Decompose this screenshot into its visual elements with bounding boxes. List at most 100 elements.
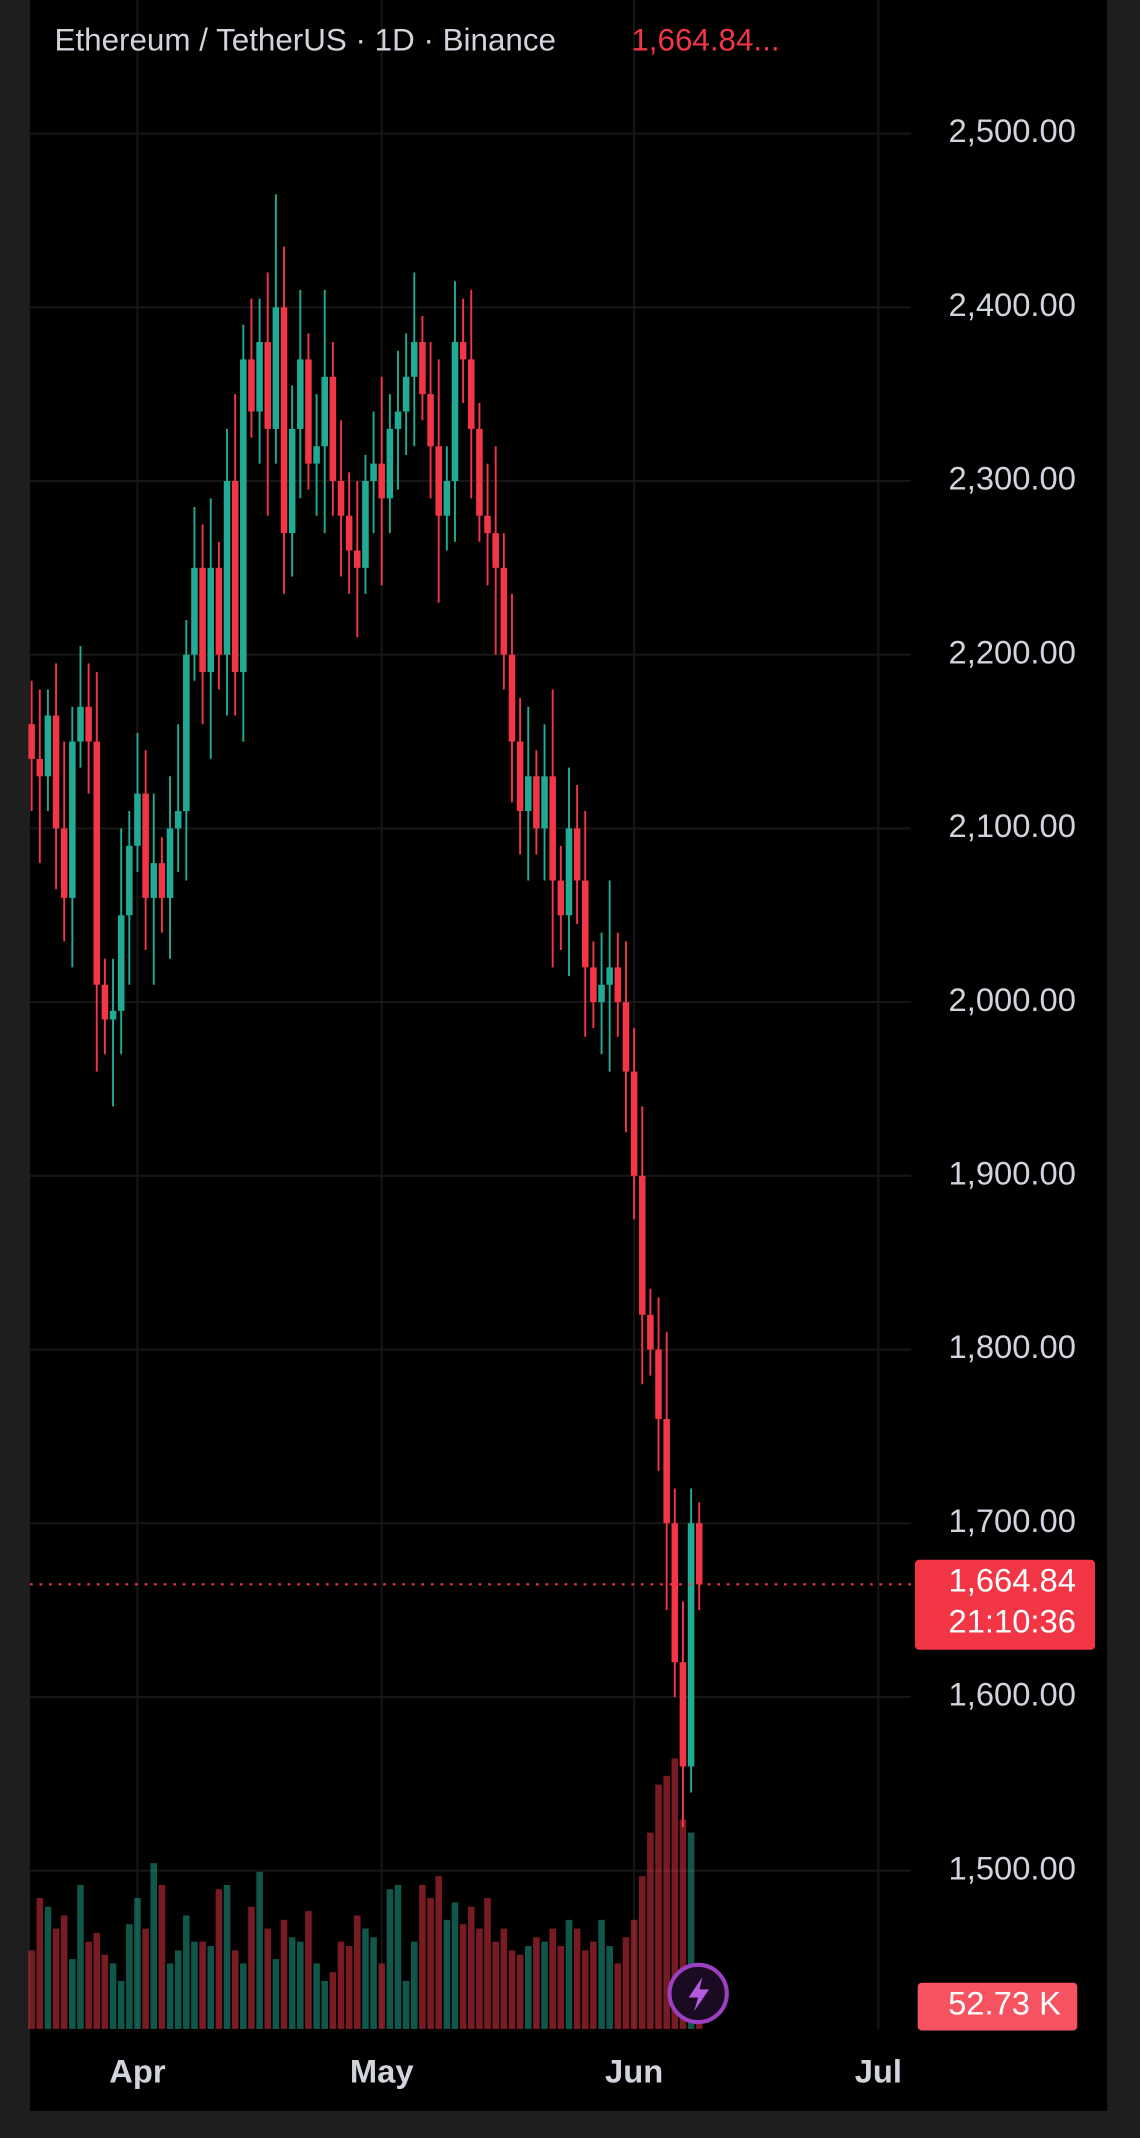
candle-body <box>345 515 353 551</box>
candle-body <box>500 567 508 655</box>
volume-bar <box>427 1898 434 2029</box>
volume-bar <box>28 1950 35 2029</box>
candle-body <box>313 446 320 464</box>
volume-bar <box>565 1919 573 2029</box>
candle-body <box>679 1662 687 1767</box>
candle-body <box>142 793 149 898</box>
volume-bar <box>663 1775 670 2029</box>
candle-body <box>411 342 418 377</box>
candle-body <box>93 741 101 985</box>
candle-body <box>443 480 451 516</box>
candle-body <box>459 342 467 360</box>
candle-body <box>451 342 459 481</box>
volume-bar <box>321 1980 328 2029</box>
candle-body <box>36 758 44 777</box>
volume-bar <box>305 1911 312 2029</box>
volume-bar <box>443 1919 451 2029</box>
candle-body <box>549 776 556 881</box>
candle-body <box>655 1349 662 1420</box>
y-tick-label: 2,100.00 <box>949 807 1076 844</box>
candle-body <box>85 706 92 742</box>
volume-bar <box>557 1946 565 2029</box>
volume-bar <box>44 1906 52 2029</box>
volume-bar <box>362 1928 369 2029</box>
volume-bar <box>77 1884 84 2029</box>
volume-bar <box>345 1946 353 2029</box>
volume-bar <box>394 1884 402 2029</box>
candle-body <box>541 776 548 829</box>
volume-bar <box>411 1941 418 2029</box>
volume-bar <box>581 1950 589 2029</box>
volume-bar <box>207 1946 215 2029</box>
candle-body <box>150 863 158 898</box>
volume-bar <box>109 1963 117 2029</box>
volume-bar <box>288 1937 296 2029</box>
volume-bar <box>158 1884 166 2029</box>
volume-bar <box>223 1884 231 2029</box>
volume-bar <box>687 1832 695 2029</box>
volume-bar <box>142 1928 149 2029</box>
candle-body <box>386 428 394 499</box>
candle-body <box>240 359 247 673</box>
candle-body <box>630 1071 638 1176</box>
candle-body <box>695 1523 703 1585</box>
candle-body <box>134 793 141 846</box>
last-price-box <box>915 1559 1095 1650</box>
candle-body <box>264 342 272 429</box>
y-tick-label: 2,500.00 <box>949 112 1076 149</box>
candle-body <box>354 550 361 568</box>
lightning-icon[interactable] <box>688 1977 710 2012</box>
candle-body <box>321 376 328 447</box>
candle-body <box>378 463 385 499</box>
chart-title: Ethereum / TetherUS · 1D · Binance <box>55 23 556 58</box>
candle-body <box>199 567 206 673</box>
volume-bar <box>297 1941 304 2029</box>
candle-body <box>362 480 369 568</box>
lightning-button[interactable] <box>667 1962 729 2025</box>
volume-bar <box>638 1876 646 2029</box>
volume-bar <box>516 1954 524 2029</box>
candle-body <box>223 480 231 655</box>
x-tick-label: Jul <box>855 2053 902 2090</box>
x-tick-label: May <box>350 2053 414 2090</box>
x-tick-label: Jun <box>605 2053 663 2090</box>
volume-bar <box>549 1928 556 2029</box>
y-tick-label: 1,900.00 <box>949 1154 1076 1191</box>
volume-pane <box>28 1758 703 2029</box>
candle-body <box>638 1175 646 1315</box>
y-tick-label: 2,200.00 <box>949 633 1076 670</box>
volume-bar <box>476 1928 483 2029</box>
candle-body <box>329 376 337 481</box>
candle-body <box>508 654 516 742</box>
candle-body <box>28 724 35 759</box>
candles <box>28 194 703 1828</box>
volume-bar <box>191 1941 198 2029</box>
candle-body <box>126 845 133 916</box>
volume-bar <box>231 1950 239 2029</box>
candle-body <box>402 376 410 412</box>
candle-body <box>60 828 68 898</box>
volume-bar <box>85 1941 92 2029</box>
candle-body <box>69 741 76 898</box>
y-tick-label: 2,000.00 <box>949 981 1076 1018</box>
volume-bar <box>435 1876 442 2029</box>
volume-bar <box>647 1832 654 2029</box>
volume-bar <box>590 1941 597 2029</box>
candle-body <box>557 880 565 916</box>
candle-body <box>606 967 613 985</box>
y-tick-label: 2,300.00 <box>949 460 1076 497</box>
volume-bar <box>69 1959 76 2029</box>
candle-body <box>573 828 581 881</box>
candle-body <box>394 411 402 429</box>
candle-body <box>622 1002 630 1072</box>
volume-bar <box>337 1941 345 2029</box>
volume-bar <box>126 1924 133 2029</box>
candle-body <box>109 1010 117 1020</box>
y-tick-label: 1,600.00 <box>949 1676 1076 1713</box>
chart-background <box>30 0 1108 2111</box>
volume-bar <box>541 1941 548 2029</box>
volume-bar <box>183 1915 190 2029</box>
volume-bar <box>313 1963 320 2029</box>
volume-bar <box>402 1980 410 2029</box>
